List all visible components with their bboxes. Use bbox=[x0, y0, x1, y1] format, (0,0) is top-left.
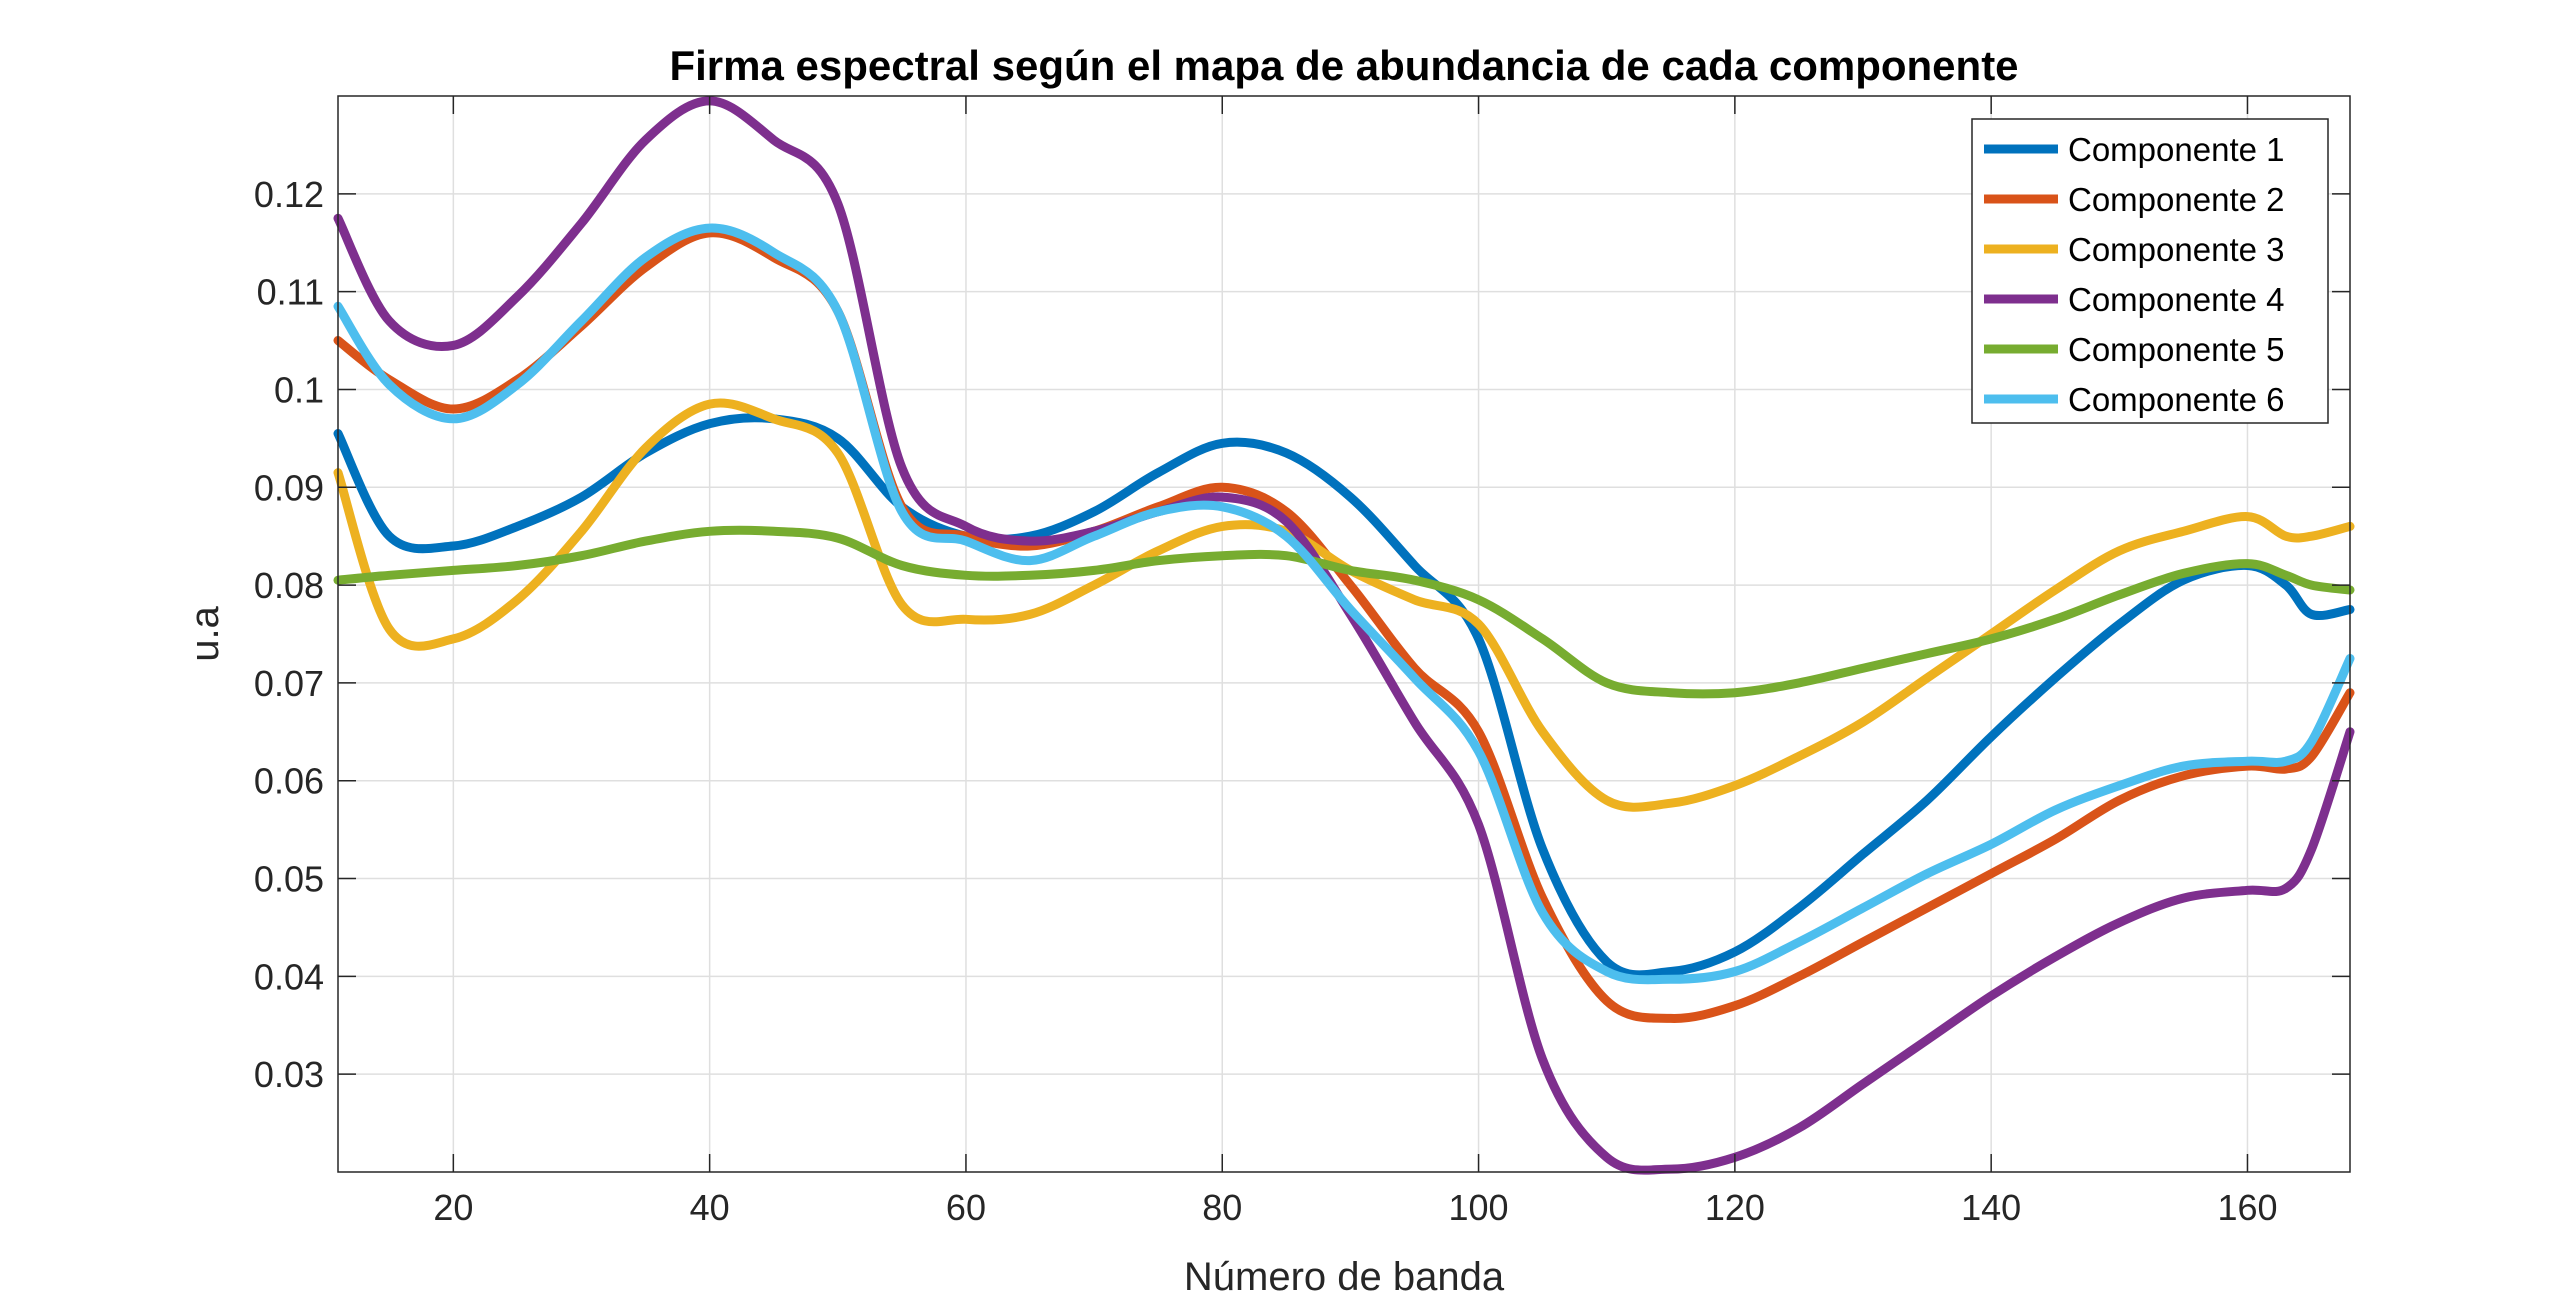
series-line-componente-4 bbox=[333, 96, 2355, 1175]
series-line-componente-1 bbox=[333, 413, 2355, 980]
series-line-componente-6 bbox=[333, 223, 2355, 985]
series-line-componente-2 bbox=[333, 228, 2355, 1023]
y-tick-label: 0.05 bbox=[254, 859, 324, 900]
y-tick-label: 0.06 bbox=[254, 761, 324, 802]
series-line-componente-5 bbox=[333, 525, 2355, 699]
legend-label: Componente 2 bbox=[2068, 181, 2284, 218]
y-tick-label: 0.11 bbox=[257, 272, 324, 313]
x-tick-label: 140 bbox=[1961, 1187, 2021, 1228]
x-tick-label: 40 bbox=[690, 1187, 730, 1228]
y-tick-label: 0.1 bbox=[274, 369, 324, 410]
y-axis-label: u.a bbox=[183, 605, 227, 661]
axis-ticks: 20 40 60 80 100 120 140 160 0.03 0.04 0.05 0.06 0.07… bbox=[254, 96, 2350, 1228]
y-tick-label: 0.09 bbox=[254, 467, 324, 508]
x-tick-label: 80 bbox=[1202, 1187, 1242, 1228]
x-tick-label: 100 bbox=[1449, 1187, 1509, 1228]
series-lines bbox=[333, 96, 2355, 1175]
x-axis-label: Número de banda bbox=[1184, 1255, 1505, 1299]
chart-title: Firma espectral según el mapa de abundan… bbox=[669, 42, 2018, 89]
y-tick-label: 0.08 bbox=[254, 565, 324, 606]
x-tick-label: 160 bbox=[2217, 1187, 2277, 1228]
legend-label: Componente 6 bbox=[2068, 381, 2284, 418]
x-tick-label: 120 bbox=[1705, 1187, 1765, 1228]
legend-label: Componente 1 bbox=[2068, 131, 2284, 168]
legend-label: Componente 4 bbox=[2068, 281, 2284, 318]
x-tick-label: 60 bbox=[946, 1187, 986, 1228]
legend-label: Componente 5 bbox=[2068, 331, 2284, 368]
legend-box bbox=[1971, 118, 2329, 424]
x-tick-label: 20 bbox=[433, 1187, 473, 1228]
y-tick-label: 0.12 bbox=[254, 174, 324, 215]
y-tick-label: 0.04 bbox=[254, 956, 324, 997]
plot-frame bbox=[337, 95, 2351, 1173]
y-tick-label: 0.03 bbox=[254, 1054, 324, 1095]
y-tick-label: 0.07 bbox=[254, 663, 324, 704]
legend[interactable]: Componente 1 Componente 2 Componente 3 Comp… bbox=[1971, 118, 2329, 424]
legend-label: Componente 3 bbox=[2068, 231, 2284, 268]
